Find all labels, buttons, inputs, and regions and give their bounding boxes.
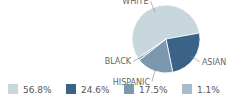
legend: 56.8% 24.6% 17.5% 1.1% (8, 84, 220, 95)
legend-swatch (124, 84, 134, 94)
legend-swatch (182, 84, 192, 94)
legend-label: 1.1% (197, 85, 220, 95)
slice-label: WHITE (122, 0, 148, 6)
pie (132, 5, 200, 73)
legend-label: 24.6% (81, 85, 110, 95)
legend-label: 17.5% (139, 85, 168, 95)
legend-swatch (66, 84, 76, 94)
slice-labels: WHITEASIANHISPANICBLACK (105, 0, 227, 87)
leader-line (151, 1, 156, 12)
slice (138, 39, 166, 60)
leader-line (133, 56, 143, 61)
chart: WHITEASIANHISPANICBLACK56.8%24.6%17.5%1.… (0, 0, 240, 100)
leader-line (190, 55, 200, 62)
legend-swatch (8, 84, 18, 94)
slice-label: ASIAN (202, 58, 226, 67)
legend-label: 56.8% (23, 85, 52, 95)
slice-label: BLACK (105, 57, 132, 66)
leader-line (152, 66, 156, 81)
